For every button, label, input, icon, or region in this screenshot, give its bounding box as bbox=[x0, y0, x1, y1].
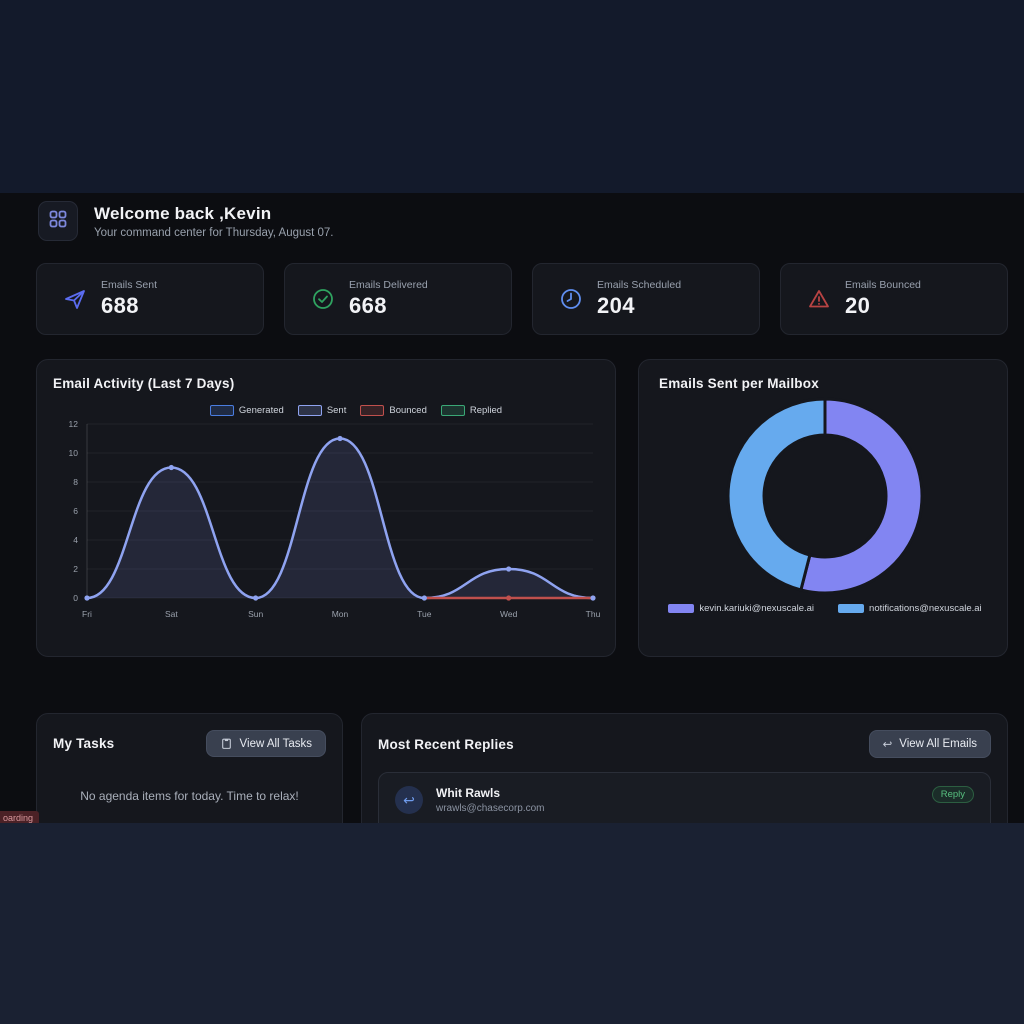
reply-avatar: ↩ bbox=[395, 786, 423, 814]
page-title: Welcome back ,Kevin bbox=[94, 203, 272, 223]
stats-row: Emails Sent 688 Emails Delivered 668 bbox=[36, 263, 1008, 335]
clipboard-icon bbox=[220, 737, 233, 750]
view-all-tasks-label: View All Tasks bbox=[239, 737, 312, 750]
recent-replies-card: Most Recent Replies ↩ View All Emails ↩ … bbox=[361, 713, 1008, 823]
stat-value: 20 bbox=[845, 293, 871, 318]
activity-line-chart[interactable]: 0 2 4 6 8 10 12 Fri Sat Sun Mon Tue Wed Thu bbox=[53, 418, 601, 635]
tasks-title: My Tasks bbox=[53, 736, 115, 751]
activity-chart-legend: Generated Sent Bounced Replied bbox=[113, 405, 599, 416]
svg-text:Tue: Tue bbox=[417, 609, 432, 619]
onboarding-edge-tab[interactable]: oarding bbox=[0, 811, 40, 823]
stat-label: Emails Bounced bbox=[845, 279, 921, 291]
stat-value: 668 bbox=[349, 293, 387, 318]
donut-legend-item-0[interactable]: kevin.kariuki@nexuscale.ai bbox=[668, 603, 814, 614]
legend-item-bounced[interactable]: Bounced bbox=[360, 405, 427, 416]
page-header: Welcome back ,Kevin Your command center … bbox=[0, 193, 1024, 241]
legend-label: Replied bbox=[469, 405, 503, 416]
clock-icon bbox=[559, 287, 583, 311]
check-circle-icon bbox=[311, 287, 335, 311]
stat-value: 204 bbox=[597, 293, 635, 318]
charts-row: Email Activity (Last 7 Days) Generated Se… bbox=[36, 359, 1008, 657]
reply-arrow-icon: ↩ bbox=[403, 791, 415, 808]
grid-icon bbox=[48, 209, 68, 234]
letterbox-top bbox=[0, 0, 1024, 193]
svg-text:10: 10 bbox=[69, 448, 79, 458]
letterbox-bottom bbox=[0, 823, 1024, 1024]
donut-legend: kevin.kariuki@nexuscale.ai notifications@… bbox=[659, 603, 991, 614]
view-all-emails-button[interactable]: ↩ View All Emails bbox=[868, 730, 991, 758]
reply-list-item[interactable]: ↩ Whit Rawls wrawls@chasecorp.com Re: Op… bbox=[378, 772, 991, 823]
dashboard-screen: Welcome back ,Kevin Your command center … bbox=[0, 193, 1024, 823]
stat-label: Emails Delivered bbox=[349, 279, 428, 291]
stat-card-emails-sent: Emails Sent 688 bbox=[36, 263, 264, 335]
donut-slice-0[interactable] bbox=[799, 397, 924, 595]
app-logo-button[interactable] bbox=[38, 201, 78, 241]
reply-sender-name: Whit Rawls bbox=[436, 786, 501, 800]
activity-chart-title: Email Activity (Last 7 Days) bbox=[53, 376, 235, 391]
svg-text:Wed: Wed bbox=[500, 609, 518, 619]
reply-arrow-icon: ↩ bbox=[882, 739, 893, 751]
legend-item-sent[interactable]: Sent bbox=[297, 405, 347, 416]
send-icon bbox=[63, 287, 87, 311]
page-subtitle: Your command center for Thursday, August… bbox=[94, 226, 334, 239]
svg-text:Mon: Mon bbox=[332, 609, 349, 619]
svg-text:6: 6 bbox=[73, 506, 78, 516]
svg-text:0: 0 bbox=[73, 593, 78, 603]
svg-text:Sat: Sat bbox=[165, 609, 178, 619]
legend-swatch bbox=[209, 405, 234, 416]
legend-label: Generated bbox=[238, 405, 284, 416]
legend-item-generated[interactable]: Generated bbox=[209, 405, 284, 416]
mailbox-chart-card: Emails Sent per Mailbox kevin.kariuki@ne… bbox=[638, 359, 1008, 657]
svg-text:Thu: Thu bbox=[586, 609, 601, 619]
legend-swatch bbox=[360, 405, 385, 416]
view-all-tasks-button[interactable]: View All Tasks bbox=[205, 730, 326, 757]
donut-legend-item-1[interactable]: notifications@nexuscale.ai bbox=[838, 603, 982, 614]
stat-card-emails-bounced: Emails Bounced 20 bbox=[780, 263, 1008, 335]
svg-text:4: 4 bbox=[73, 535, 78, 545]
reply-status-badge: Reply bbox=[931, 786, 974, 803]
bottom-row: My Tasks View All Tasks No agenda items … bbox=[36, 713, 1008, 823]
legend-label: Bounced bbox=[389, 405, 427, 416]
legend-swatch bbox=[838, 604, 865, 613]
stat-label: Emails Sent bbox=[101, 279, 158, 291]
legend-swatch bbox=[297, 405, 322, 416]
stat-card-emails-scheduled: Emails Scheduled 204 bbox=[532, 263, 760, 335]
tasks-empty-message: No agenda items for today. Time to relax… bbox=[80, 789, 299, 803]
legend-label: Sent bbox=[326, 405, 347, 416]
legend-label: kevin.kariuki@nexuscale.ai bbox=[699, 603, 815, 614]
mailbox-donut-chart[interactable] bbox=[659, 393, 991, 599]
view-all-emails-label: View All Emails bbox=[899, 738, 977, 750]
svg-text:Sun: Sun bbox=[248, 609, 263, 619]
donut-chart-title: Emails Sent per Mailbox bbox=[659, 376, 819, 391]
svg-text:12: 12 bbox=[69, 419, 79, 429]
replies-title: Most Recent Replies bbox=[378, 736, 514, 752]
donut-slice-1[interactable] bbox=[726, 397, 827, 592]
my-tasks-card: My Tasks View All Tasks No agenda items … bbox=[36, 713, 343, 823]
legend-item-replied[interactable]: Replied bbox=[440, 405, 503, 416]
reply-sender-email: wrawls@chasecorp.com bbox=[436, 803, 545, 814]
svg-text:Fri: Fri bbox=[82, 609, 92, 619]
svg-text:8: 8 bbox=[73, 477, 78, 487]
stat-value: 688 bbox=[101, 293, 139, 318]
legend-swatch bbox=[668, 604, 695, 613]
stat-card-emails-delivered: Emails Delivered 668 bbox=[284, 263, 512, 335]
svg-text:2: 2 bbox=[73, 564, 78, 574]
alert-triangle-icon bbox=[807, 287, 831, 311]
email-activity-card: Email Activity (Last 7 Days) Generated Se… bbox=[36, 359, 616, 657]
legend-label: notifications@nexuscale.ai bbox=[869, 603, 982, 614]
stat-label: Emails Scheduled bbox=[597, 279, 682, 291]
legend-swatch bbox=[440, 405, 465, 416]
